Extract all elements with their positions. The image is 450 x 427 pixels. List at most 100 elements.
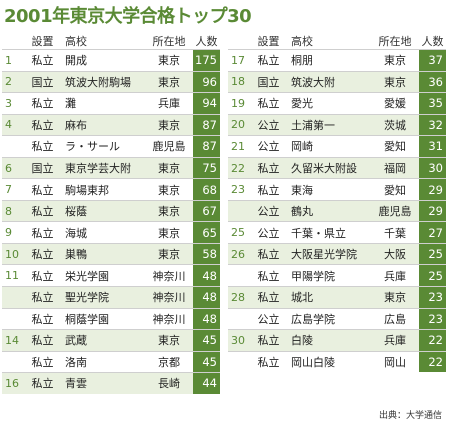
location-cell: 広島 [384,312,406,326]
school-cell: 甲陽学院 [291,269,335,283]
location-cell: 東京 [384,75,406,89]
location-cell: 大阪 [384,248,406,262]
type-cell: 公立 [257,205,280,219]
table-row: 私立 ラ・サール 鹿児島 87 [2,135,220,157]
table-row: 18 国立 筑波大附 東京 36 [228,70,446,93]
rank-cell: 10 [5,247,19,261]
school-cell: 桐朋 [291,54,313,68]
type-cell: 国立 [257,75,280,89]
school-cell: 岡崎 [291,140,313,154]
ranking-table-left: 設置 高校 所在地 人数 1 私立 開成 東京 175 2 国立 筑波大附駒場 東京 96 3 私立灘… [2,32,220,394]
table-row: 11 私立 栄光学園 神奈川 48 [2,264,220,287]
type-cell: 私立 [257,162,280,175]
count-cell: 87 [193,114,220,136]
school-cell: 筑波大附 [291,75,335,89]
type-cell: 私立 [31,118,54,132]
rank-cell: 28 [231,290,245,304]
page-title: 2001年東京大学合格トップ30 [4,6,252,27]
school-cell: 青雲 [65,377,87,391]
rank-cell: 11 [5,269,19,283]
location-cell: 東京 [158,334,180,348]
school-cell: 開成 [65,54,87,68]
header-type: 設置 [31,34,54,48]
location-cell: 鹿児島 [152,140,186,154]
rank-cell: 23 [231,183,245,197]
rank-cell: 8 [5,204,12,218]
count-cell: 67 [193,200,220,222]
rank-cell: 1 [5,53,12,67]
count-cell: 94 [193,93,220,114]
location-cell: 東京 [158,162,180,175]
type-cell: 私立 [31,54,54,68]
location-cell: 東京 [158,183,180,197]
table-row: 21 公立 岡崎 愛知 31 [228,135,446,157]
school-cell: 筑波大附駒場 [65,75,131,89]
type-cell: 私立 [257,183,280,197]
school-cell: 灘 [65,97,76,111]
location-cell: 長崎 [158,377,180,391]
table-row: 6 国立 東京学芸大附 東京 75 [2,156,220,179]
location-cell: 愛知 [384,140,406,154]
location-cell: 東京 [158,75,180,89]
location-cell: 茨城 [384,118,406,132]
type-cell: 公立 [257,118,280,132]
table-row: 私立 桐蔭学園 神奈川 48 [2,307,220,330]
count-cell: 45 [193,330,220,351]
type-cell: 国立 [31,75,54,89]
table-row: 10 私立 巣鴨 東京 58 [2,242,220,265]
school-cell: 大阪星光学院 [291,248,357,262]
school-cell: 麻布 [65,118,87,132]
rank-cell: 9 [5,226,12,240]
school-cell: 駒場東邦 [65,183,109,197]
type-cell: 私立 [31,377,54,391]
count-cell: 32 [419,114,446,136]
location-cell: 愛媛 [384,97,406,111]
count-cell: 29 [419,179,446,200]
school-cell: 巣鴨 [65,248,87,262]
table-row: 私立 洛南 京都 45 [2,350,220,373]
ranking-table-right: 設置 高校 所在地 人数 17 私立 桐朋 東京 37 18 国立 筑波大附 東京 36 19 私立愛… [228,32,446,373]
header-type: 設置 [257,34,280,48]
location-cell: 東京 [384,291,406,305]
count-cell: 30 [419,157,446,179]
header-count: 人数 [421,34,444,48]
table-row: 25 公立 千葉・県立 千葉 27 [228,221,446,243]
school-cell: 白陵 [291,334,313,348]
count-cell: 48 [193,287,220,308]
rank-cell: 22 [231,161,245,175]
count-cell: 36 [419,71,446,93]
count-cell: 22 [419,351,446,373]
rank-cell: 4 [5,118,12,132]
header-school: 高校 [291,34,313,48]
table-row: 22 私立 久留米大附設 福岡 30 [228,156,446,179]
count-cell: 175 [193,50,220,71]
school-cell: 鶴丸 [291,205,313,219]
type-cell: 国立 [31,162,54,175]
location-cell: 東京 [158,205,180,219]
count-cell: 23 [419,308,446,330]
location-cell: 兵庫 [384,334,406,348]
table-row: 30 私立 白陵 兵庫 22 [228,329,446,351]
school-cell: 東海 [291,183,313,197]
type-cell: 私立 [31,205,54,219]
table-row: 私立 聖光学院 神奈川 48 [2,286,220,308]
table-row: 26 私立 大阪星光学院 大阪 25 [228,242,446,265]
type-cell: 私立 [31,226,54,240]
school-cell: 土浦第一 [291,118,335,132]
rank-cell: 18 [231,75,245,89]
count-cell: 35 [419,93,446,114]
count-cell: 87 [193,136,220,157]
rank-cell: 25 [231,226,245,240]
type-cell: 私立 [31,183,54,197]
school-cell: 桐蔭学園 [65,312,109,326]
type-cell: 私立 [31,140,54,154]
rank-cell: 20 [231,118,245,132]
location-cell: 東京 [384,54,406,68]
type-cell: 私立 [257,334,280,348]
type-cell: 私立 [31,334,54,348]
school-cell: 東京学芸大附 [65,162,131,175]
table-row: 19 私立 愛光 愛媛 35 [228,92,446,114]
location-cell: 兵庫 [384,269,406,283]
table-row: 2 国立 筑波大附駒場 東京 96 [2,70,220,93]
location-cell: 鹿児島 [378,205,412,219]
